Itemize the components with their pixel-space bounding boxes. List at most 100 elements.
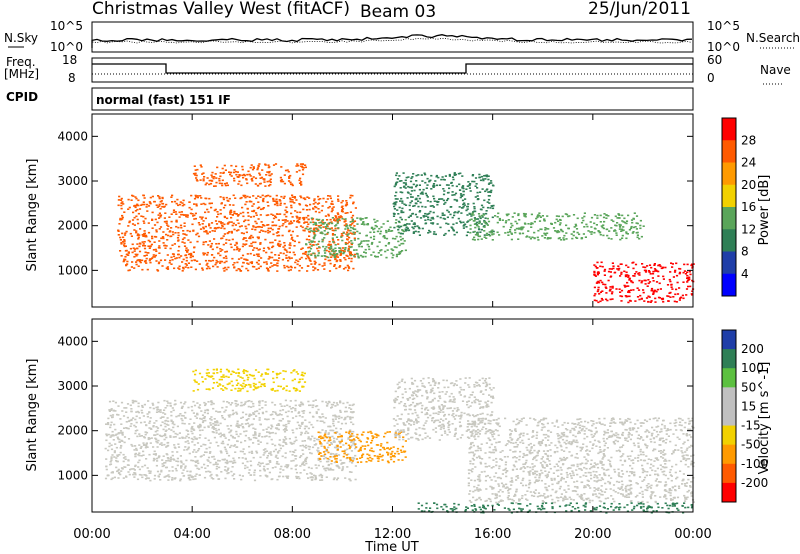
power-cell — [259, 243, 262, 245]
power-cell — [619, 291, 622, 293]
power-cell — [188, 206, 191, 209]
velocity-cell — [194, 456, 197, 458]
velocity-cell — [247, 376, 250, 379]
power-cell — [322, 197, 325, 200]
power-cell — [297, 164, 300, 167]
velocity-cell — [182, 415, 185, 417]
power-cell — [443, 179, 446, 181]
power-cell — [593, 271, 596, 274]
velocity-cell — [108, 400, 112, 403]
power-cell — [225, 238, 228, 241]
power-cell — [439, 216, 442, 219]
power-cell — [282, 246, 285, 248]
velocity-cell — [298, 477, 301, 480]
sky-left-label: N.Sky — [4, 31, 38, 45]
power-cell — [281, 234, 284, 237]
power-cell — [236, 261, 239, 264]
velocity-cell — [426, 396, 429, 399]
power-cell — [424, 222, 427, 225]
power-cell — [244, 219, 247, 221]
velocity-cell — [194, 461, 198, 463]
power-cell — [129, 232, 132, 235]
power-cell — [538, 212, 541, 214]
power-cell — [242, 238, 245, 241]
velocity-cell — [339, 409, 342, 412]
power-cell — [476, 187, 479, 189]
power-cell — [457, 210, 460, 213]
power-cell — [236, 171, 239, 173]
power-cell — [246, 173, 249, 176]
power-cell — [177, 267, 180, 269]
power-cell — [364, 248, 367, 251]
velocity-cell — [213, 436, 216, 439]
velocity-cell — [181, 419, 184, 422]
velocity-cell — [290, 371, 293, 374]
velocity-cell — [165, 429, 168, 432]
power-cell — [382, 235, 385, 238]
power-cell — [353, 249, 356, 251]
power-cell — [350, 257, 353, 260]
power-cell — [604, 298, 608, 301]
power-cell — [181, 204, 184, 207]
velocity-cell — [244, 464, 247, 467]
power-cell — [162, 236, 165, 238]
velocity-cell — [321, 400, 324, 403]
power-cell — [414, 213, 417, 216]
velocity-cell — [153, 422, 156, 424]
power-cell — [230, 221, 233, 223]
velocity-cell — [173, 459, 176, 461]
velocity-cell — [393, 406, 396, 409]
velocity-cell — [225, 368, 229, 371]
power-cell — [573, 226, 576, 228]
velocity-cell — [459, 417, 462, 420]
power-cell — [233, 248, 236, 251]
power-cell — [220, 222, 223, 225]
power-cell — [258, 248, 261, 251]
velocity-cell — [156, 441, 159, 444]
power-cell — [385, 237, 389, 240]
power-cell — [641, 263, 644, 265]
velocity-cell — [264, 450, 267, 453]
power-cell — [465, 226, 468, 228]
velocity-cell — [489, 432, 492, 434]
velocity-cell — [292, 459, 295, 462]
power-cell — [125, 230, 128, 233]
velocity-cell — [305, 462, 308, 465]
power-cell — [606, 234, 609, 237]
power-cell — [596, 267, 599, 269]
velocity-cell — [253, 471, 256, 474]
power-cell — [233, 169, 236, 171]
velocity-cell — [195, 437, 198, 440]
power-cell — [347, 247, 350, 250]
power-cell — [418, 188, 421, 191]
velocity-cell — [272, 381, 275, 384]
power-cell — [208, 259, 211, 262]
power-cell — [285, 215, 288, 218]
velocity-cell — [225, 450, 228, 453]
power-cell — [593, 274, 596, 276]
velocity-cell — [167, 402, 170, 404]
velocity-cell — [278, 443, 281, 446]
power-cell — [372, 228, 375, 231]
velocity-cell — [332, 478, 335, 481]
velocity-cell — [284, 399, 287, 402]
power-cell — [453, 233, 456, 236]
velocity-cell — [193, 429, 196, 431]
power-cell — [265, 174, 268, 176]
velocity-cell — [243, 369, 246, 371]
velocity-cell — [311, 476, 314, 478]
velocity-cell — [162, 412, 165, 414]
power-cell — [218, 182, 221, 185]
power-cell — [290, 183, 293, 186]
velocity-cell — [451, 410, 454, 412]
power-cell — [398, 226, 401, 229]
power-cell — [439, 198, 442, 200]
velocity-cell — [366, 437, 369, 439]
velocity-cell — [207, 375, 210, 378]
velocity-cell — [284, 442, 287, 444]
velocity-cell — [175, 469, 178, 472]
power-cell — [437, 176, 440, 179]
velocity-cell — [375, 444, 378, 446]
power-cell — [341, 239, 344, 242]
power-cell — [350, 216, 353, 219]
